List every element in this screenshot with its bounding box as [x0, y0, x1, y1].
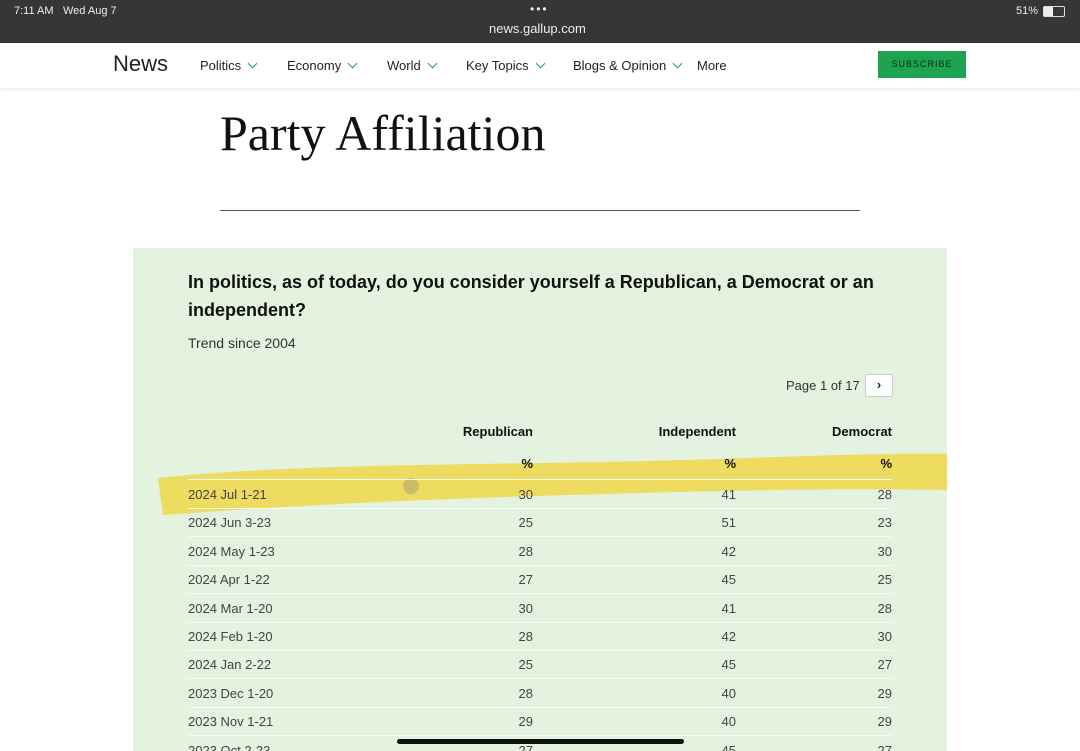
- nav-item[interactable]: Blogs & Opinion: [573, 58, 681, 73]
- unit-label: %: [880, 456, 892, 471]
- cell-value: 41: [721, 487, 736, 502]
- cell-value: 28: [518, 543, 533, 559]
- highlighter: [158, 453, 947, 515]
- cell-value: 25: [518, 515, 533, 531]
- unit-label: %: [521, 456, 533, 471]
- rule: [188, 564, 892, 566]
- pagination: Page 1 of 17: [786, 378, 860, 393]
- cell-value: 28: [518, 685, 533, 701]
- cell-value: 42: [721, 629, 736, 644]
- question: In politics, as of today, do you conside…: [188, 272, 874, 320]
- cell-value: 28: [518, 629, 533, 644]
- nav-item[interactable]: Economy: [287, 58, 356, 73]
- page-title: Party Affiliation: [220, 105, 546, 161]
- cell-value: 23: [877, 515, 892, 531]
- battery-icon: [1043, 6, 1065, 17]
- unit-label: %: [724, 456, 736, 471]
- battery: 51%: [1016, 5, 1039, 17]
- cell-value: 45: [721, 657, 736, 673]
- rule: [188, 621, 892, 623]
- nav-item[interactable]: Politics: [200, 58, 256, 73]
- cell-value: 42: [721, 543, 736, 559]
- cell-value: 40: [721, 714, 736, 730]
- cell-value: 27: [877, 742, 892, 751]
- cell-value: 29: [518, 714, 533, 730]
- cell-value: 27: [877, 657, 892, 673]
- cell-value: 45: [721, 572, 736, 588]
- cell-value: 27: [518, 572, 533, 588]
- cell-value: 30: [518, 487, 533, 502]
- subtitle: Trend since 2004: [188, 335, 296, 351]
- rule: [188, 508, 892, 509]
- date: Wed Aug 7: [63, 5, 117, 17]
- row-date: 2024 May 1-23: [188, 543, 275, 559]
- rule: [188, 706, 892, 708]
- rule: [188, 735, 892, 737]
- cell-value: 29: [877, 714, 892, 730]
- column-header: Democrat: [832, 424, 892, 439]
- rule: [188, 678, 892, 680]
- cell-value: 30: [518, 600, 533, 616]
- row-date: 2024 Jul 1-21: [188, 487, 267, 502]
- brand[interactable]: News: [113, 51, 169, 76]
- row-date: 2024 Apr 1-22: [188, 572, 270, 588]
- rule: [188, 650, 892, 651]
- cell-value: 30: [877, 543, 892, 559]
- dots: •••: [530, 2, 549, 16]
- column-header: Republican: [462, 424, 533, 439]
- divider: [220, 210, 860, 211]
- nav-bar: News Politics Economy World Key Topics B…: [0, 43, 1080, 88]
- column-header: Independent: [658, 424, 736, 439]
- row-date: 2024 Mar 1-20: [188, 600, 273, 616]
- row-date: 2023 Oct 2-23: [188, 742, 271, 751]
- cell-value: 27: [518, 742, 533, 751]
- cell-value: 28: [877, 600, 892, 616]
- row-date: 2024 Jun 3-23: [188, 515, 272, 531]
- subscribe-button[interactable]: SUBSCRIBE: [878, 51, 966, 78]
- home-indicator: [397, 739, 684, 744]
- row-date: 2024 Jan 2-22: [188, 657, 272, 673]
- cell-value: 25: [877, 572, 892, 588]
- cell-value: 40: [721, 685, 736, 701]
- cell-value: 28: [877, 487, 892, 502]
- rule: [188, 479, 892, 480]
- row-date: 2024 Feb 1-20: [188, 629, 273, 644]
- row-date: 2023 Dec 1-20: [188, 685, 274, 701]
- rule: [188, 536, 892, 538]
- nav-item[interactable]: More: [697, 58, 727, 73]
- cell-value: 29: [877, 685, 892, 701]
- time: 7:11 AM: [14, 5, 54, 17]
- cell-value: 41: [721, 600, 736, 616]
- nav-item[interactable]: World: [387, 58, 436, 73]
- url[interactable]: news.gallup.com: [489, 21, 586, 36]
- cell-value: 25: [518, 657, 533, 673]
- panel: In politics, as of today, do you conside…: [133, 248, 947, 751]
- cell-value: 45: [721, 742, 736, 751]
- rule: [188, 593, 892, 595]
- cell-value: 51: [721, 515, 736, 531]
- next-page-button[interactable]: ›: [865, 374, 893, 397]
- status-bar: 7:11 AM Wed Aug 7 ••• news.gallup.com 51…: [0, 0, 1080, 43]
- row-date: 2023 Nov 1-21: [188, 714, 274, 730]
- cell-value: 30: [877, 629, 892, 644]
- nav-item[interactable]: Key Topics: [466, 58, 544, 73]
